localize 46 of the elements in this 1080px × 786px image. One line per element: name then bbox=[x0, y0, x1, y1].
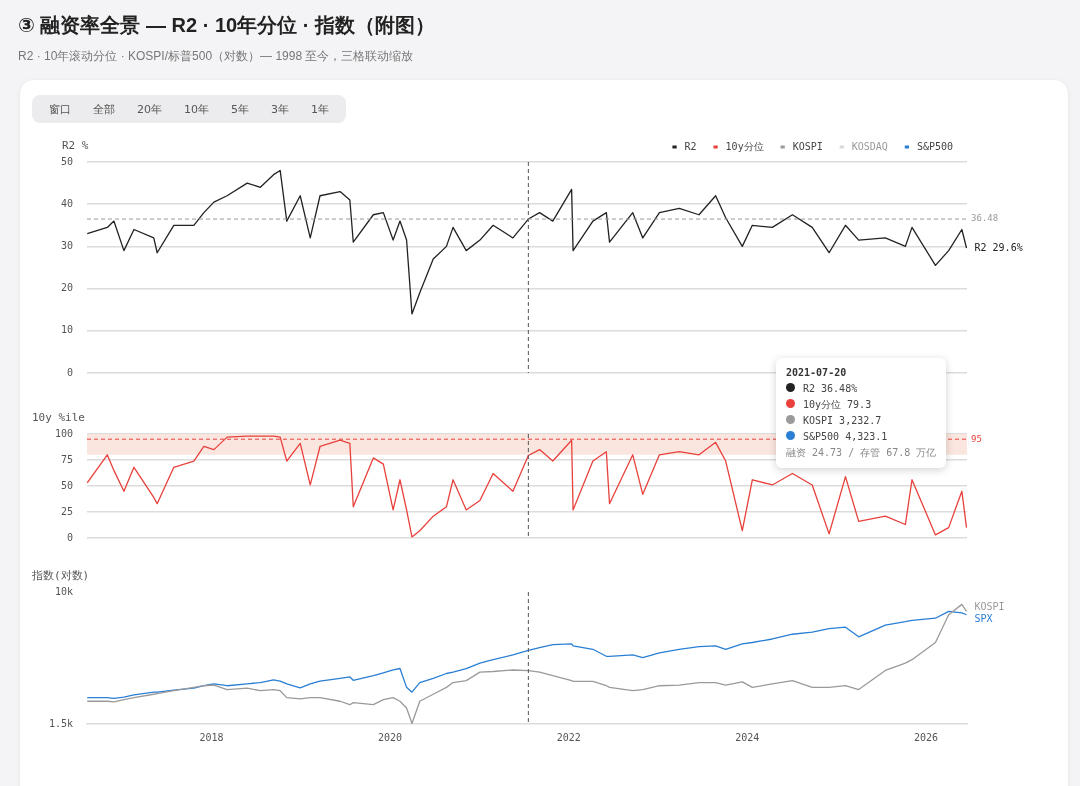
y-tick-label: 50 bbox=[60, 479, 73, 491]
text: 20年 bbox=[136, 101, 163, 118]
text: ③ 融资率全景 — R2 · 10年分位 · 指数（附图） bbox=[18, 13, 435, 38]
y-tick-label: 1.5k bbox=[48, 717, 73, 729]
x-tick-label: 2020 bbox=[377, 731, 402, 743]
y-axis-title: 指数(对数) bbox=[31, 569, 90, 583]
y-tick-label: 25 bbox=[60, 505, 73, 517]
x-tick-label: 2024 bbox=[735, 731, 760, 743]
text: SPX bbox=[974, 612, 993, 624]
text: KOSPI 3,232.7 bbox=[803, 415, 882, 426]
y-tick-label: 10 bbox=[60, 324, 73, 336]
y-tick-label: 100 bbox=[54, 427, 73, 439]
text: S&P500 bbox=[916, 140, 953, 152]
y-tick-label: 20 bbox=[60, 282, 73, 294]
text: R2 36.48% bbox=[803, 383, 858, 394]
y-tick-label: 0 bbox=[66, 366, 73, 378]
text: KOSDAQ bbox=[851, 140, 888, 152]
annotation: R2 29.6% bbox=[974, 241, 1023, 253]
text: 5年 bbox=[230, 101, 250, 118]
text: R2 · 10年滚动分位 · KOSPI/标普500（对数）— 1998 至今，三格联动缩放 bbox=[18, 48, 414, 65]
y-tick-label: 75 bbox=[60, 453, 73, 465]
y-axis-title: 10y %ile bbox=[32, 411, 85, 425]
annotation: 融资 24.73 / 存管 67.8 万亿 bbox=[786, 447, 937, 458]
y-axis-title: R2 % bbox=[62, 139, 89, 153]
y-tick-label: 40 bbox=[60, 197, 73, 209]
x-tick-label: 2018 bbox=[199, 731, 224, 743]
y-tick-label: 50 bbox=[60, 155, 73, 167]
text: 10年 bbox=[183, 101, 210, 118]
text: 3年 bbox=[270, 101, 290, 118]
text: 窗口 bbox=[48, 101, 72, 118]
y-tick-label: 30 bbox=[60, 239, 73, 251]
text: 全部 bbox=[92, 101, 116, 118]
x-tick-label: 2022 bbox=[556, 731, 581, 743]
x-tick-label: 2026 bbox=[913, 731, 938, 743]
text: 10y分位 79.3 bbox=[803, 399, 872, 410]
annotation: S&P500 4,323.1 bbox=[803, 431, 888, 442]
y-tick-label: 10k bbox=[54, 585, 73, 597]
annotation: 2021-07-20 bbox=[786, 367, 847, 378]
legend-label: R2 bbox=[684, 140, 697, 152]
text: 1年 bbox=[310, 101, 330, 118]
text: 10y分位 bbox=[725, 140, 764, 152]
ref-line-label: 36.48 bbox=[971, 213, 999, 224]
text: KOSPI bbox=[792, 140, 823, 152]
y-tick-label: 0 bbox=[66, 531, 73, 543]
series-label: KOSPI bbox=[974, 600, 1005, 612]
ref-line-label: 95 bbox=[971, 433, 982, 444]
